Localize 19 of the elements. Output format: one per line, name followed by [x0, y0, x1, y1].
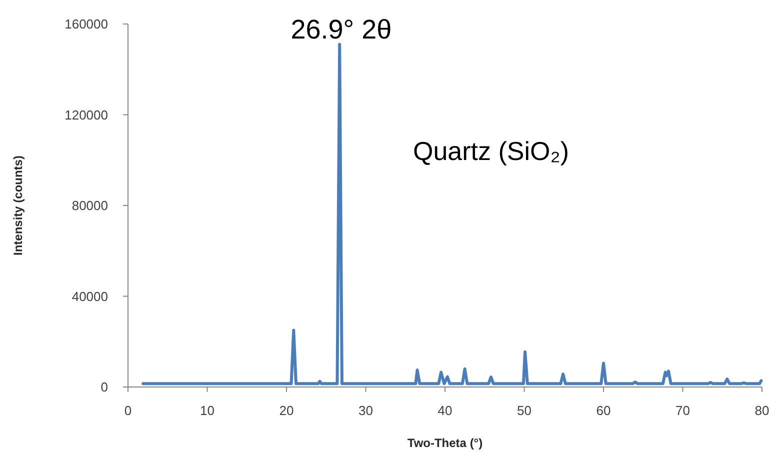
x-tick-label: 70: [676, 403, 690, 418]
y-tick-label: 0: [100, 380, 108, 395]
x-tick-label: 50: [517, 403, 532, 418]
x-tick-label: 30: [358, 403, 373, 418]
x-tick-label: 80: [754, 403, 770, 418]
y-axis-title: Intensity (counts): [11, 155, 25, 256]
x-tick-label: 10: [200, 403, 214, 418]
line-series: [142, 42, 763, 386]
y-tick-label: 80000: [72, 198, 108, 214]
x-tick-label: 20: [279, 403, 294, 418]
y-tick-label: 120000: [64, 107, 108, 122]
annotation: Quartz (SiO₂): [413, 136, 569, 166]
x-tick-label: 40: [438, 403, 452, 418]
x-tick-label: 60: [596, 403, 611, 418]
annotation: 26.9° 2θ: [290, 14, 392, 44]
y-tick-label: 40000: [72, 288, 108, 304]
x-axis-title: Two-Theta (°): [407, 436, 483, 450]
y-tick-label: 160000: [64, 16, 108, 32]
x-tick-label: 0: [124, 403, 132, 418]
